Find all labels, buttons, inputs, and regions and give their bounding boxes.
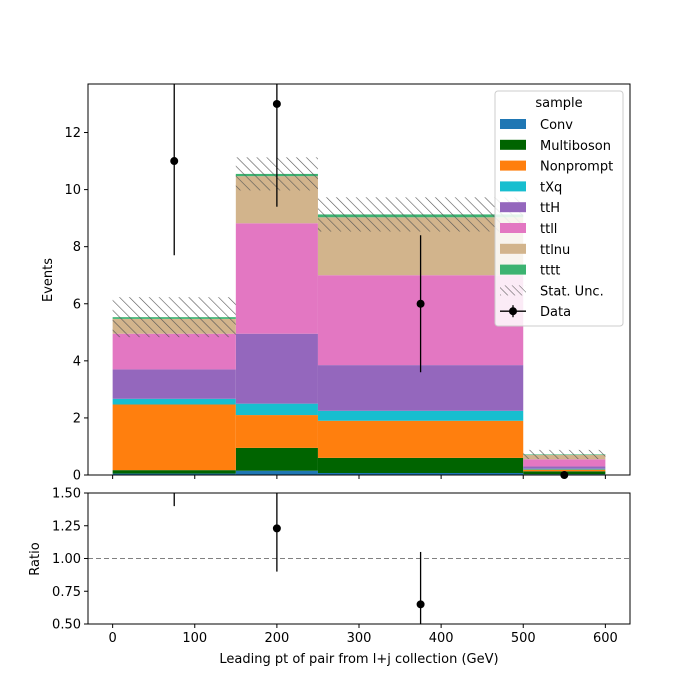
data-point-1 xyxy=(272,99,281,108)
xtick-label-200: 200 xyxy=(264,631,289,646)
bar-txq-bin-1 xyxy=(235,403,318,416)
legend-label-ttll: ttll xyxy=(540,222,557,237)
bar-ttll-bin-3 xyxy=(523,459,606,467)
legend-swatch-tth xyxy=(500,202,526,213)
legend-label-tttt: tttt xyxy=(540,264,560,279)
bar-txq-bin-3 xyxy=(523,468,606,470)
legend-swatch-tttt xyxy=(500,264,526,275)
legend-swatch-ttll xyxy=(500,223,526,233)
top-ytick-label-2: 2 xyxy=(73,411,81,426)
xtick-label-400: 400 xyxy=(429,631,454,646)
xtick-label-100: 100 xyxy=(182,631,207,646)
xtick-label-0: 0 xyxy=(108,631,116,646)
bar-ttll-bin-1 xyxy=(235,223,318,334)
ratio-ytick-label-1.25: 1.25 xyxy=(52,519,81,534)
ratio-ytick-label-0.50: 0.50 xyxy=(52,618,81,633)
bar-txq-bin-0 xyxy=(112,398,236,405)
top-ytick-label-8: 8 xyxy=(73,240,81,255)
xtick-label-300: 300 xyxy=(347,631,372,646)
bar-nonprompt-bin-0 xyxy=(112,404,236,471)
bar-conv-bin-1 xyxy=(235,470,318,475)
ratio-y-ticks: 0.50 0.75 1.00 1.25 1.50 xyxy=(52,487,88,633)
legend-box xyxy=(494,90,624,327)
bar-ttll-bin-0 xyxy=(112,333,236,370)
top-y-ticks: 0 2 4 6 8 10 12 xyxy=(64,126,88,484)
top-ytick-label-6: 6 xyxy=(73,297,81,312)
legend-swatch-nonprompt xyxy=(500,160,526,171)
bar-conv-bin-2 xyxy=(317,473,524,475)
top-ytick-label-0: 0 xyxy=(73,469,81,484)
data-points xyxy=(170,84,569,479)
top-ytick-label-10: 10 xyxy=(64,183,81,198)
legend-label-multiboson: Multiboson xyxy=(540,139,611,154)
ratio-point-1 xyxy=(272,524,281,533)
legend-label-nonprompt: Nonprompt xyxy=(540,160,613,175)
bar-tth-bin-2 xyxy=(317,365,524,411)
x-axis-label: Leading pt of pair from l+j collection (… xyxy=(219,652,498,667)
ratio-ytick-label-1.00: 1.00 xyxy=(52,552,81,567)
legend-swatch-conv xyxy=(500,119,526,129)
bar-multiboson-bin-0 xyxy=(112,470,236,474)
top-ytick-label-12: 12 xyxy=(64,126,81,141)
bar-tth-bin-1 xyxy=(235,333,318,404)
stat-unc-bands xyxy=(112,157,606,460)
top-ytick-label-4: 4 xyxy=(73,354,81,369)
bar-multiboson-bin-2 xyxy=(317,457,524,474)
ratio-y-axis-label: Ratio xyxy=(28,542,43,575)
top-y-axis-label: Events xyxy=(41,258,56,302)
top-x-ticks xyxy=(112,475,606,479)
ratio-points xyxy=(173,493,425,624)
stat-unc-bin-3 xyxy=(523,449,606,460)
legend-label-txq: tXq xyxy=(540,180,562,195)
xtick-label-600: 600 xyxy=(593,631,618,646)
legend-swatch-multiboson xyxy=(500,139,526,150)
bar-tth-bin-0 xyxy=(112,369,236,399)
legend-data-marker xyxy=(509,307,517,316)
legend-label-stat-unc: Stat. Unc. xyxy=(540,284,604,299)
ratio-ytick-label-1.50: 1.50 xyxy=(52,487,81,502)
bar-conv-bin-0 xyxy=(112,473,236,475)
stat-unc-bin-0 xyxy=(112,297,236,338)
legend-label-data: Data xyxy=(540,305,571,320)
bar-multiboson-bin-1 xyxy=(235,447,318,471)
ratio-x-ticks: 0 100 200 300 400 500 600 xyxy=(108,624,618,646)
stat-unc-bin-2 xyxy=(317,197,524,232)
xtick-label-500: 500 xyxy=(511,631,536,646)
legend-swatch-ttlnu xyxy=(500,243,526,254)
data-point-2 xyxy=(416,299,425,308)
legend-label-conv: Conv xyxy=(540,118,573,133)
legend: sample Conv Multiboson Nonprompt tXq ttH ttll… xyxy=(494,90,624,327)
bar-tth-bin-3 xyxy=(523,466,606,469)
legend-title: sample xyxy=(535,96,582,111)
legend-label-ttlnu: ttlnu xyxy=(540,243,570,258)
bar-nonprompt-bin-1 xyxy=(235,415,318,448)
data-point-0 xyxy=(170,157,179,166)
ratio-point-2 xyxy=(416,600,425,609)
bar-nonprompt-bin-2 xyxy=(317,420,524,458)
ratio-ytick-label-0.75: 0.75 xyxy=(52,585,81,600)
bar-txq-bin-2 xyxy=(317,410,524,421)
legend-swatch-stat-unc xyxy=(500,285,526,296)
bar-nonprompt-bin-3 xyxy=(523,469,606,472)
legend-swatch-txq xyxy=(500,181,526,192)
legend-label-tth: ttH xyxy=(540,201,560,216)
